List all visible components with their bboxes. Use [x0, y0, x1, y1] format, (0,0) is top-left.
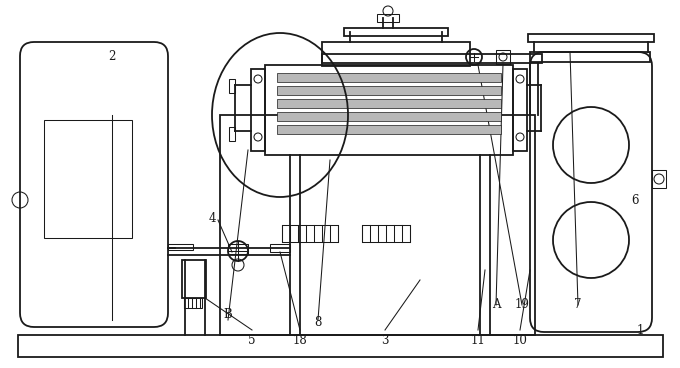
Bar	[184, 298, 202, 308]
Bar	[18, 335, 663, 357]
Bar	[265, 65, 513, 155]
Bar	[229, 79, 235, 93]
Text: 7: 7	[574, 298, 582, 311]
Bar	[277, 112, 501, 121]
Bar	[652, 170, 666, 188]
Bar	[277, 73, 501, 82]
Text: 8: 8	[314, 315, 322, 329]
Bar	[344, 28, 448, 36]
Bar	[362, 225, 410, 242]
Bar	[277, 99, 501, 108]
Bar	[182, 260, 206, 298]
Bar	[530, 52, 650, 62]
Bar	[496, 50, 510, 64]
Bar	[277, 125, 501, 134]
Bar	[322, 42, 470, 66]
Text: 5: 5	[248, 333, 256, 347]
Text: 11: 11	[471, 333, 486, 347]
Bar	[270, 244, 290, 252]
Bar	[220, 115, 535, 335]
Text: B: B	[224, 308, 233, 322]
Bar	[282, 225, 338, 242]
Bar	[528, 34, 654, 42]
Bar	[277, 86, 501, 95]
Bar	[251, 69, 265, 151]
Bar	[228, 244, 248, 254]
Text: 19: 19	[515, 298, 530, 311]
Bar	[229, 127, 235, 141]
Text: 18: 18	[292, 333, 307, 347]
Text: 4: 4	[208, 212, 216, 224]
Bar	[322, 54, 542, 63]
Bar	[168, 244, 193, 250]
Text: 1: 1	[636, 323, 644, 336]
Text: 6: 6	[631, 194, 639, 206]
Bar	[513, 69, 527, 151]
Text: 10: 10	[513, 333, 528, 347]
Text: 2: 2	[108, 50, 116, 63]
Bar	[377, 14, 399, 22]
Text: 3: 3	[381, 333, 389, 347]
Text: A: A	[492, 298, 500, 311]
Bar	[44, 120, 132, 238]
